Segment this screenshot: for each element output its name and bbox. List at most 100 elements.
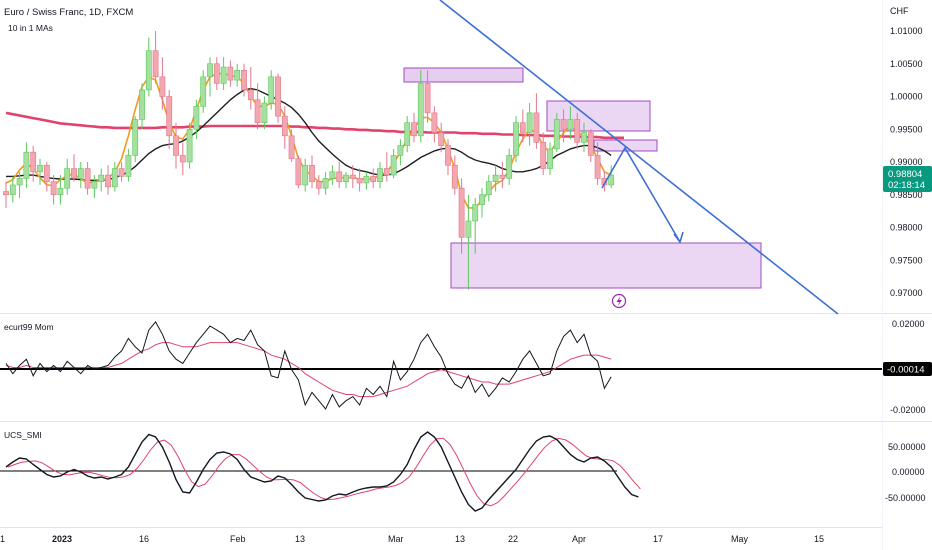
candle[interactable] — [37, 158, 43, 185]
candle[interactable] — [275, 73, 281, 123]
candle[interactable] — [370, 168, 377, 189]
candle[interactable] — [553, 112, 560, 153]
demand-zone[interactable] — [450, 242, 762, 289]
candle[interactable] — [479, 188, 485, 218]
candle[interactable] — [30, 145, 37, 182]
candle[interactable] — [458, 178, 465, 254]
candle[interactable] — [145, 37, 152, 97]
candle[interactable] — [424, 70, 431, 123]
candle[interactable] — [445, 139, 451, 176]
candle[interactable] — [227, 60, 234, 87]
candle[interactable] — [404, 116, 411, 153]
candle[interactable] — [302, 158, 309, 192]
candle[interactable] — [57, 175, 64, 205]
candle[interactable] — [336, 162, 343, 189]
candle[interactable] — [241, 63, 247, 97]
candle[interactable] — [363, 171, 370, 190]
candle[interactable] — [125, 148, 132, 182]
candle[interactable] — [547, 142, 553, 176]
candle[interactable] — [105, 165, 111, 195]
indicator-label[interactable]: 10 in 1 MAs — [8, 23, 53, 33]
candle[interactable] — [9, 176, 16, 203]
candle[interactable] — [159, 57, 166, 110]
candle[interactable] — [356, 168, 363, 192]
candle[interactable] — [193, 99, 200, 140]
lightning-icon[interactable] — [611, 293, 627, 309]
candle[interactable] — [118, 162, 125, 182]
time-axis[interactable]: 1 2023 16 Feb 13 Mar 13 22 Apr 17 May 15 — [0, 534, 824, 544]
candle[interactable] — [71, 154, 77, 182]
candle[interactable] — [506, 148, 513, 185]
candle[interactable] — [295, 155, 302, 189]
candle[interactable] — [383, 152, 390, 182]
candle[interactable] — [349, 165, 356, 189]
candle[interactable] — [3, 181, 9, 208]
candle[interactable] — [519, 109, 526, 143]
candle[interactable] — [587, 129, 594, 162]
candle[interactable] — [397, 139, 404, 166]
candle[interactable] — [152, 31, 159, 84]
candle[interactable] — [492, 165, 499, 192]
candle[interactable] — [472, 198, 479, 254]
candle[interactable] — [608, 165, 615, 189]
candle[interactable] — [574, 112, 581, 149]
candle[interactable] — [451, 155, 458, 195]
candle[interactable] — [309, 155, 315, 189]
projection-arrow[interactable] — [601, 146, 681, 243]
candle[interactable] — [411, 112, 417, 143]
candle[interactable] — [77, 162, 84, 189]
candle[interactable] — [84, 162, 91, 195]
candle[interactable] — [581, 122, 587, 153]
candle[interactable] — [207, 57, 213, 97]
candle[interactable] — [64, 158, 71, 195]
candle[interactable] — [173, 122, 179, 169]
supply-zone-top[interactable] — [403, 67, 524, 83]
candle[interactable] — [390, 148, 397, 179]
candle[interactable] — [166, 89, 173, 149]
candle[interactable] — [533, 93, 540, 149]
candle[interactable] — [377, 162, 383, 189]
candle[interactable] — [254, 83, 261, 130]
candle[interactable] — [315, 175, 322, 195]
candle[interactable] — [247, 67, 254, 110]
candle[interactable] — [322, 171, 329, 195]
candle[interactable] — [465, 194, 472, 290]
candle[interactable] — [329, 165, 336, 185]
candle[interactable] — [513, 116, 519, 162]
candle[interactable] — [540, 132, 547, 176]
candle[interactable] — [560, 109, 567, 143]
candle[interactable] — [343, 171, 349, 189]
candle[interactable] — [200, 70, 207, 113]
candle[interactable] — [499, 162, 506, 189]
candle[interactable] — [268, 70, 275, 110]
trendline[interactable] — [439, 0, 839, 315]
candle[interactable] — [139, 83, 145, 130]
candle[interactable] — [567, 106, 574, 140]
candle[interactable] — [220, 57, 227, 90]
candle[interactable] — [43, 162, 50, 192]
candle[interactable] — [261, 96, 268, 130]
candle[interactable] — [234, 63, 241, 87]
chart-title[interactable]: Euro / Swiss Franc, 1D, FXCM — [4, 7, 133, 18]
candle[interactable] — [288, 129, 295, 162]
candle[interactable] — [111, 162, 118, 192]
candle[interactable] — [485, 175, 492, 202]
price-axis[interactable]: 1.01000 1.00500 1.00000 0.99500 0.99000 0.985… — [890, 26, 923, 298]
candle[interactable] — [431, 106, 438, 143]
candle[interactable] — [213, 57, 220, 90]
candle[interactable] — [594, 142, 601, 185]
candle[interactable] — [186, 122, 193, 169]
mom-title[interactable]: ecurt99 Mom — [4, 322, 54, 332]
candle[interactable] — [526, 103, 533, 146]
candle[interactable] — [132, 116, 139, 162]
candle[interactable] — [50, 175, 57, 205]
candle[interactable] — [23, 142, 30, 189]
candle[interactable] — [16, 171, 23, 199]
candle[interactable] — [179, 142, 186, 176]
candle[interactable] — [91, 175, 98, 199]
candle[interactable] — [98, 168, 105, 192]
smi-title[interactable]: UCS_SMI — [4, 430, 42, 440]
candle[interactable] — [417, 70, 424, 143]
candle[interactable] — [281, 106, 288, 149]
candle[interactable] — [438, 122, 445, 153]
